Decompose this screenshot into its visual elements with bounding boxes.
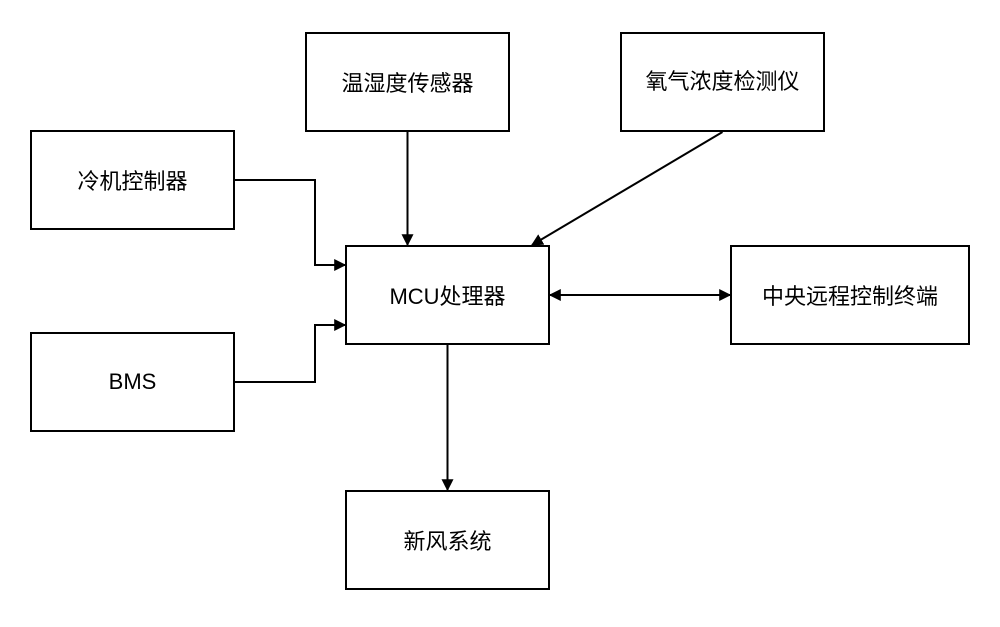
- node-fresh-air: 新风系统: [345, 490, 550, 590]
- node-remote-terminal: 中央远程控制终端: [730, 245, 970, 345]
- node-mcu: MCU处理器: [345, 245, 550, 345]
- node-bms: BMS: [30, 332, 235, 432]
- diagram-canvas: 温湿度传感器 氧气浓度检测仪 冷机控制器 MCU处理器 中央远程控制终端 BMS…: [0, 0, 1000, 627]
- node-label: MCU处理器: [389, 279, 505, 311]
- node-chiller-controller: 冷机控制器: [30, 130, 235, 230]
- node-label: 新风系统: [403, 524, 491, 556]
- node-sensor-oxygen: 氧气浓度检测仪: [620, 32, 825, 132]
- node-label: 氧气浓度检测仪: [645, 68, 799, 97]
- node-label: BMS: [109, 369, 157, 395]
- node-label: 温湿度传感器: [341, 66, 473, 98]
- node-label: 中央远程控制终端: [762, 279, 938, 311]
- node-label: 冷机控制器: [77, 164, 187, 196]
- node-sensor-temp-humidity: 温湿度传感器: [305, 32, 510, 132]
